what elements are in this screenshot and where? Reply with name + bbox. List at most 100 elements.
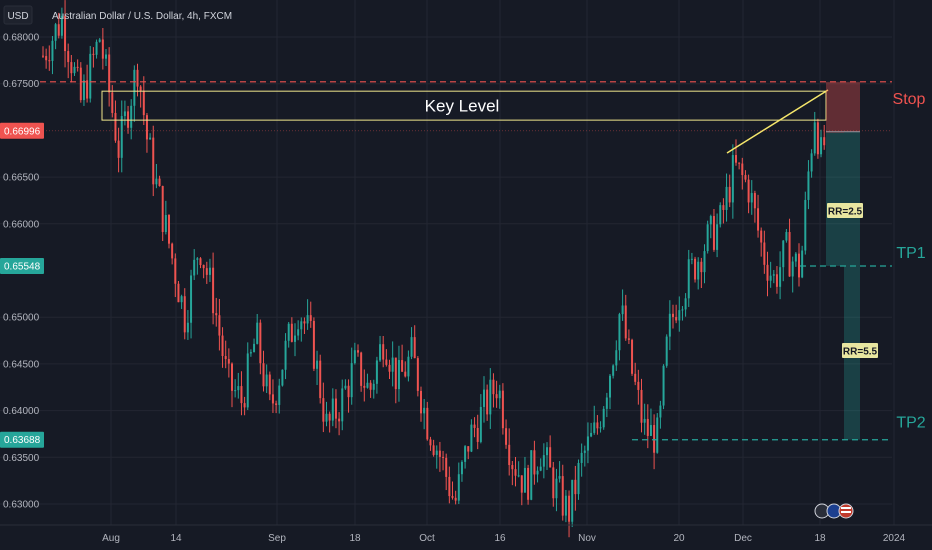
price-tick-label: 0.65000	[3, 313, 40, 324]
candle-body	[309, 315, 312, 321]
candle-body	[221, 335, 224, 357]
candle-body	[369, 382, 372, 390]
position-tools[interactable]	[826, 81, 860, 440]
candle-body	[464, 446, 467, 462]
candle-body	[322, 398, 325, 422]
candle-body	[716, 224, 719, 250]
price-tick-label: 0.63500	[3, 453, 40, 464]
rr2-label: RR=5.5	[843, 347, 878, 358]
candle-body	[92, 53, 95, 55]
candle-body	[675, 317, 678, 321]
candle-body	[457, 474, 460, 501]
candle-body	[722, 205, 725, 210]
candle-body	[640, 389, 643, 423]
candle-body	[568, 495, 571, 522]
currency-badge[interactable]	[3, 5, 33, 25]
candle-body	[196, 258, 199, 260]
candle-body	[375, 360, 378, 384]
candle-body	[57, 24, 60, 36]
time-tick-label: 16	[494, 533, 506, 544]
candle-body	[224, 356, 227, 360]
candle-body	[583, 450, 586, 453]
trendline[interactable]	[726, 89, 829, 154]
candle-body	[662, 365, 665, 406]
candle-body	[284, 340, 287, 370]
candle-body	[668, 313, 671, 337]
candle-body	[401, 360, 404, 372]
candle-body	[312, 320, 315, 369]
candle-body	[593, 422, 596, 433]
candle-body	[316, 360, 319, 369]
candle-body	[363, 385, 366, 388]
candle-body	[139, 86, 142, 91]
candle-body	[558, 476, 561, 479]
candle-body	[271, 394, 274, 404]
candle-body	[791, 261, 794, 277]
candle-body	[275, 403, 278, 405]
candle-body	[785, 232, 788, 241]
candle-body	[656, 417, 659, 453]
candle-body	[133, 69, 136, 106]
candle-body	[615, 350, 618, 366]
candle-body	[227, 359, 230, 364]
stop-zone-1	[826, 81, 844, 133]
candle-body	[476, 427, 479, 442]
candle-body	[388, 364, 391, 372]
candle-body	[530, 450, 533, 500]
candle-body	[420, 390, 422, 414]
candle-body	[95, 41, 98, 55]
candle-body	[779, 267, 782, 287]
candle-body	[653, 425, 656, 453]
time-axis[interactable]: Aug 14 Sep 18 Oct 16 Nov 20 Dec 18 2024	[0, 524, 932, 544]
candle-body	[508, 444, 511, 466]
candle-body	[728, 186, 731, 203]
candle-body	[70, 62, 73, 74]
candle-body	[379, 344, 382, 361]
candle-body	[451, 496, 454, 498]
candle-body	[574, 479, 577, 495]
event-icons[interactable]	[814, 503, 854, 519]
price-tick-label: 0.66500	[3, 173, 40, 184]
candle-body	[744, 175, 747, 180]
candle-body	[580, 452, 583, 463]
candle-body	[423, 407, 426, 414]
candle-body	[382, 344, 385, 360]
price-axis[interactable]: 0.68000 0.67500 0.66500 0.66000 0.65000 0.645…	[0, 33, 44, 511]
candle-body	[586, 436, 589, 451]
candle-body	[618, 314, 621, 351]
candle-body	[297, 329, 300, 336]
candle-body	[249, 352, 252, 354]
rr1-badge: RR=2.5	[827, 203, 863, 218]
target-zone-2	[844, 131, 860, 440]
candle-body	[234, 390, 237, 392]
candle-body	[523, 467, 526, 493]
candle-body	[208, 267, 211, 275]
candle-body	[813, 122, 816, 154]
candle-body	[114, 112, 117, 141]
price-tag	[0, 122, 44, 139]
candle-body	[533, 450, 536, 475]
candle-body	[199, 258, 202, 266]
candle-body	[514, 469, 517, 476]
candle-body	[700, 261, 703, 273]
price-tag-label: 0.63688	[4, 435, 41, 446]
candle-body	[215, 313, 218, 316]
candle-body	[460, 461, 463, 475]
candle-body	[599, 427, 602, 429]
key-level-box[interactable]	[101, 90, 827, 121]
candle-body	[694, 258, 697, 280]
stop-zone-2	[844, 81, 860, 132]
price-tick-label: 0.64500	[3, 359, 40, 370]
candle-body	[391, 357, 394, 372]
candle-body	[319, 360, 322, 399]
candle-body	[643, 418, 646, 423]
candle-body	[763, 242, 766, 265]
candle-body	[186, 322, 189, 333]
candle-body	[681, 309, 684, 311]
candle-body	[174, 258, 177, 284]
candle-body	[712, 216, 715, 250]
candle-body	[426, 407, 429, 440]
candle-body	[205, 268, 208, 275]
candle-body	[624, 305, 627, 339]
